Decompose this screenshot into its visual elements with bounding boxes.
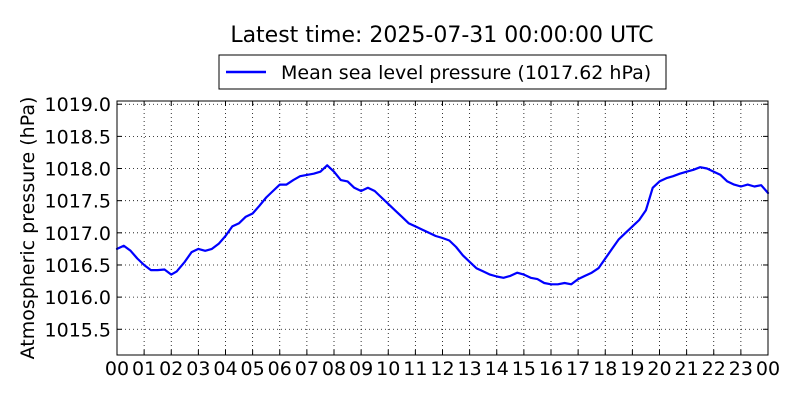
x-tick-label: 15 xyxy=(512,358,536,380)
series-layer xyxy=(115,164,770,286)
x-tick-label: 12 xyxy=(430,358,454,380)
legend-box xyxy=(218,54,667,90)
x-tick-label: 18 xyxy=(593,358,617,380)
y-tick-label: 1018.5 xyxy=(45,126,111,148)
legend: Mean sea level pressure (1017.62 hPa) xyxy=(218,54,667,90)
series-line-mean-sea-level-pressure xyxy=(115,164,770,286)
x-tick-label: 08 xyxy=(322,358,346,380)
x-tick-label: 01 xyxy=(132,358,156,380)
x-tick-label: 22 xyxy=(702,358,726,380)
x-tick-label: 04 xyxy=(213,358,237,380)
x-tick-label: 07 xyxy=(295,358,319,380)
x-tick-label: 21 xyxy=(675,358,699,380)
x-tick-label: 14 xyxy=(485,358,509,380)
x-tick-label: 00 xyxy=(105,358,129,380)
x-tick-label: 10 xyxy=(376,358,400,380)
plot-area-frame xyxy=(116,100,769,356)
chart-title: Latest time: 2025-07-31 00:00:00 UTC xyxy=(230,23,653,48)
y-tick-label: 1016.0 xyxy=(45,287,111,309)
y-tick-label: 1016.5 xyxy=(45,255,111,277)
x-tick-label: 19 xyxy=(620,358,644,380)
y-tick-label: 1019.0 xyxy=(45,94,111,116)
x-tick-label: 05 xyxy=(241,358,265,380)
x-tick-label: 13 xyxy=(458,358,482,380)
y-tick-label: 1017.0 xyxy=(45,223,111,245)
x-tick-label: 09 xyxy=(349,358,373,380)
x-tick-label: 03 xyxy=(186,358,210,380)
x-tick-label: 16 xyxy=(539,358,563,380)
legend-label: Mean sea level pressure (1017.62 hPa) xyxy=(281,62,651,84)
y-axis-label: Atmospheric pressure (hPa) xyxy=(17,97,39,360)
y-tick-label: 1017.5 xyxy=(45,191,111,213)
x-tick-label: 17 xyxy=(566,358,590,380)
y-tick-label: 1018.0 xyxy=(45,159,111,181)
axis-ticks: 00 01 02 03 04 05 06 07 08 09 10 11 12 13 14 15 16 17 18 19… xyxy=(45,94,781,380)
x-tick-label: 11 xyxy=(403,358,427,380)
y-tick-label: 1015.5 xyxy=(45,319,111,341)
x-tick-label: 02 xyxy=(159,358,183,380)
x-tick-label: 00 xyxy=(756,358,780,380)
x-tick-label: 06 xyxy=(268,358,292,380)
x-tick-label: 20 xyxy=(647,358,671,380)
x-tick-label: 23 xyxy=(729,358,753,380)
